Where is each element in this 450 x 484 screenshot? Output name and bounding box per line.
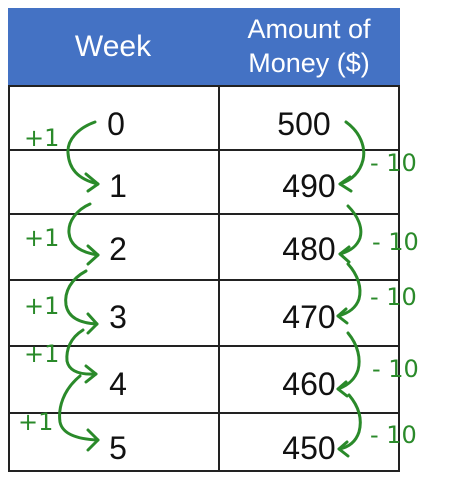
row-divider: [8, 149, 400, 151]
curved-arrow: [58, 374, 100, 442]
arrow-head: [338, 175, 353, 193]
row-divider: [8, 412, 400, 414]
table-header: Week Amount of Money ($): [8, 8, 400, 85]
row-divider: [8, 470, 400, 472]
curved-arrow: [66, 120, 100, 186]
week-money-table: Week Amount of Money ($) 0 500 1 490 2 4…: [8, 8, 400, 472]
curved-arrow: [336, 262, 362, 318]
column-divider: [8, 85, 10, 472]
week-cell: 3: [109, 299, 127, 335]
row-divider: [8, 345, 400, 347]
money-cell: 480: [282, 231, 336, 267]
arrow-head: [84, 172, 100, 193]
decrement-label: - 10: [370, 283, 417, 311]
week-cell: 2: [109, 231, 127, 267]
increment-label: +1: [24, 292, 59, 320]
arrow-head: [337, 440, 350, 458]
money-cell: 500: [277, 106, 331, 142]
money-header-line-2: Money ($): [248, 47, 370, 78]
arrow-head: [338, 245, 351, 264]
curved-arrow: [338, 120, 366, 186]
column-divider: [218, 85, 220, 472]
week-cell: 1: [109, 168, 127, 204]
row-divider: [8, 213, 400, 215]
curved-arrow: [337, 393, 362, 451]
curved-arrow: [336, 331, 361, 391]
money-cell: 450: [282, 430, 336, 466]
curved-arrow: [338, 204, 363, 256]
decrement-label: - 10: [372, 355, 419, 383]
decrement-label: - 10: [372, 228, 419, 256]
decrement-label: - 10: [370, 149, 417, 177]
row-divider: [8, 85, 400, 87]
increment-label: +1: [24, 124, 59, 152]
money-cell: 490: [282, 168, 336, 204]
increment-label: +1: [24, 340, 59, 368]
column-divider: [398, 85, 400, 472]
arrow-head: [84, 364, 98, 384]
row-divider: [8, 279, 400, 281]
week-cell: 0: [107, 106, 125, 142]
week-header: Week: [74, 29, 152, 63]
arrow-head: [86, 428, 100, 452]
curved-arrow: [65, 328, 98, 376]
week-cell: 5: [109, 430, 127, 466]
curved-arrow: [67, 202, 100, 257]
money-header-line-1: Amount of: [247, 13, 371, 44]
arrow-head: [336, 307, 349, 325]
curved-arrow: [64, 269, 99, 326]
money-cell: 470: [282, 299, 336, 335]
week-cell: 4: [109, 366, 127, 402]
money-header: Amount of Money ($): [218, 8, 400, 85]
arrow-head: [86, 312, 99, 335]
arrow-head: [86, 244, 100, 266]
increment-label: +1: [24, 224, 59, 252]
arrow-head: [336, 380, 349, 398]
increment-label: +1: [18, 408, 53, 436]
decrement-label: - 10: [370, 421, 417, 449]
money-cell: 460: [282, 366, 336, 402]
